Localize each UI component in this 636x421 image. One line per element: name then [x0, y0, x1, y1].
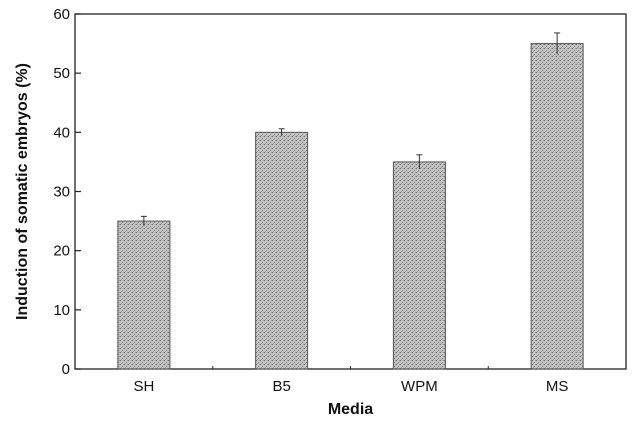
x-tick-label: B5: [272, 378, 290, 395]
bar-sh: [117, 220, 171, 370]
y-tick-label: 0: [62, 361, 70, 378]
y-tick-label: 50: [53, 65, 70, 82]
x-tick-label: WPM: [401, 378, 438, 395]
y-tick-label: 40: [53, 124, 70, 141]
bar-series: [117, 32, 584, 370]
y-axis: 0 10 20 30 40 50 60: [53, 6, 81, 378]
x-axis: SH B5 WPM MS: [133, 366, 568, 395]
y-axis-title: Induction of somatic embryos (%): [14, 63, 31, 320]
y-tick-label: 10: [53, 302, 70, 319]
y-tick-label: 30: [53, 184, 70, 201]
y-tick-label: 20: [53, 243, 70, 260]
x-axis-title: Media: [328, 401, 373, 418]
y-tick-label: 60: [53, 6, 70, 23]
x-tick-label: SH: [133, 378, 154, 395]
x-tick-label: MS: [546, 378, 569, 395]
bar-wpm: [392, 161, 446, 370]
bar-b5: [255, 131, 309, 370]
bar-ms: [530, 43, 584, 370]
